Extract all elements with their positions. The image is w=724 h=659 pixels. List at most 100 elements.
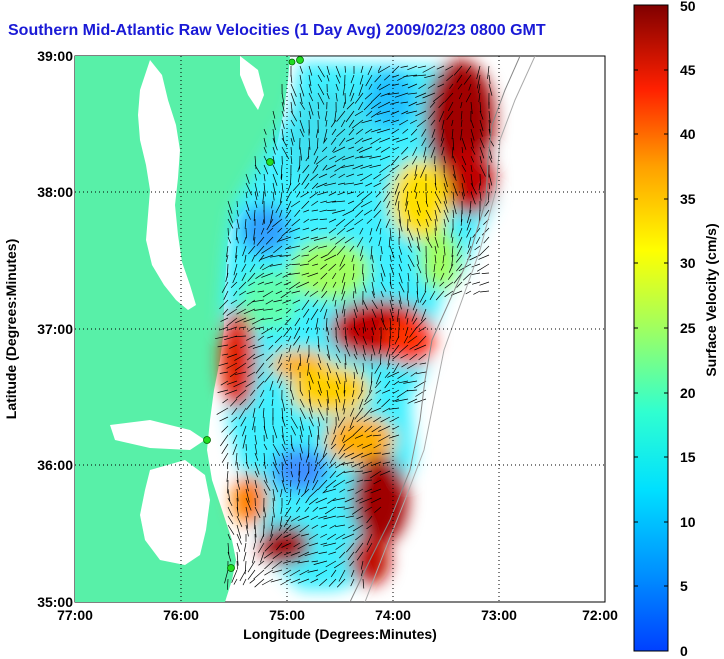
velocity-arrow	[430, 146, 436, 158]
velocity-arrow	[299, 443, 303, 454]
velocity-arrow	[239, 398, 247, 406]
velocity-arrow	[407, 65, 418, 71]
velocity-arrow	[382, 461, 391, 464]
velocity-arrow	[461, 164, 467, 172]
velocity-arrow	[324, 506, 337, 515]
velocity-arrow	[446, 74, 454, 82]
velocity-arrow	[251, 551, 256, 564]
velocity-arrow	[262, 407, 265, 418]
velocity-arrow	[394, 191, 400, 206]
velocity-arrow	[371, 263, 374, 273]
velocity-arrow	[420, 308, 427, 322]
velocity-arrow	[299, 74, 303, 85]
velocity-arrow	[297, 164, 301, 172]
velocity-arrow	[281, 146, 290, 160]
velocity-arrow	[346, 173, 355, 178]
velocity-arrow	[360, 380, 364, 392]
velocity-arrow	[461, 155, 467, 166]
velocity-arrow	[364, 425, 373, 433]
y-tick-label: 35:00	[37, 594, 73, 610]
velocity-arrow	[416, 227, 421, 240]
velocity-arrow	[398, 344, 409, 354]
velocity-arrow	[360, 65, 364, 74]
colorbar-tick-label: 0	[680, 643, 688, 659]
velocity-arrow	[427, 110, 436, 120]
velocity-arrow	[281, 443, 286, 452]
velocity-arrow	[335, 398, 338, 412]
velocity-arrow	[341, 299, 346, 314]
velocity-arrow	[317, 389, 322, 396]
velocity-arrow	[335, 218, 346, 227]
velocity-arrow	[392, 425, 400, 430]
velocity-arrow	[317, 380, 322, 394]
velocity-arrow	[438, 74, 445, 79]
velocity-arrow	[347, 551, 355, 561]
velocity-arrow	[411, 308, 418, 322]
velocity-arrow	[251, 254, 256, 262]
velocity-arrow	[380, 263, 386, 277]
velocity-arrow	[337, 416, 346, 428]
velocity-arrow	[299, 569, 310, 576]
velocity-arrow	[311, 182, 319, 190]
velocity-arrow	[346, 227, 355, 233]
velocity-arrow	[469, 200, 472, 214]
velocity-arrow	[316, 434, 319, 446]
velocity-arrow	[290, 101, 293, 114]
velocity-arrow	[443, 209, 450, 223]
velocity-arrow	[362, 344, 366, 356]
velocity-arrow	[356, 551, 364, 561]
velocity-arrow	[220, 380, 229, 386]
velocity-arrow	[266, 335, 274, 339]
velocity-arrow	[436, 65, 445, 70]
velocity-arrow	[272, 443, 281, 456]
x-tick-label: 73:00	[481, 607, 517, 623]
velocity-arrow	[381, 389, 391, 394]
velocity-arrow	[293, 542, 301, 548]
velocity-arrow	[303, 209, 310, 213]
velocity-arrow	[398, 254, 402, 263]
velocity-arrow	[287, 245, 301, 250]
velocity-arrow	[451, 245, 454, 258]
velocity-arrow	[282, 272, 292, 278]
velocity-arrow	[359, 227, 364, 235]
velocity-arrow	[352, 290, 355, 299]
velocity-arrow	[488, 74, 491, 84]
velocity-arrow	[254, 434, 257, 445]
velocity-arrow	[306, 353, 310, 364]
velocity-arrow	[326, 353, 331, 361]
velocity-arrow	[465, 92, 472, 103]
velocity-arrow	[275, 200, 283, 214]
velocity-arrow	[343, 101, 346, 109]
velocity-arrow	[470, 128, 475, 141]
velocity-arrow	[317, 371, 321, 379]
velocity-arrow	[488, 155, 493, 163]
velocity-arrow	[326, 65, 330, 75]
velocity-arrow	[414, 173, 418, 181]
velocity-arrow	[375, 371, 382, 385]
velocity-arrow	[334, 110, 337, 122]
velocity-arrow	[283, 533, 292, 538]
velocity-arrow	[221, 443, 229, 454]
y-tick-label: 38:00	[37, 184, 73, 200]
velocity-arrow	[363, 101, 373, 111]
velocity-arrow	[254, 470, 259, 478]
velocity-arrow	[233, 263, 238, 276]
colorbar-tick-label: 10	[680, 514, 696, 530]
velocity-arrow	[487, 65, 490, 80]
velocity-arrow	[320, 272, 328, 280]
velocity-arrow	[414, 380, 427, 389]
velocity-arrow	[283, 524, 292, 534]
velocity-arrow	[266, 218, 274, 231]
velocity-arrow	[343, 308, 346, 317]
velocity-arrow	[488, 182, 491, 190]
velocity-arrow	[257, 542, 265, 553]
velocity-arrow	[381, 398, 391, 408]
velocity-arrow	[471, 263, 481, 268]
velocity-arrow	[401, 83, 409, 87]
velocity-arrow	[361, 119, 373, 124]
velocity-arrow	[418, 326, 427, 332]
velocity-arrow	[307, 254, 319, 263]
velocity-arrow	[349, 560, 355, 567]
velocity-arrow	[287, 497, 292, 505]
velocity-arrow	[425, 209, 432, 222]
